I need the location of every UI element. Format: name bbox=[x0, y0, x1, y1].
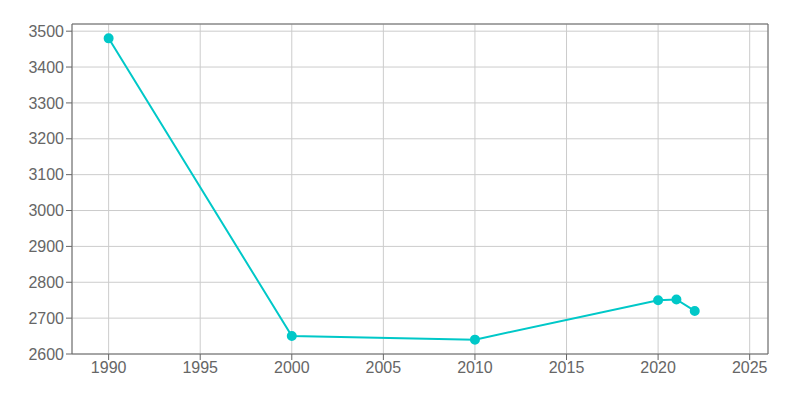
svg-text:3300: 3300 bbox=[28, 95, 64, 112]
svg-text:2700: 2700 bbox=[28, 310, 64, 327]
svg-text:1990: 1990 bbox=[91, 359, 127, 376]
svg-text:2025: 2025 bbox=[732, 359, 768, 376]
svg-text:2020: 2020 bbox=[640, 359, 676, 376]
svg-text:2010: 2010 bbox=[457, 359, 493, 376]
svg-text:2005: 2005 bbox=[366, 359, 402, 376]
svg-text:3000: 3000 bbox=[28, 202, 64, 219]
svg-text:3200: 3200 bbox=[28, 130, 64, 147]
svg-text:2900: 2900 bbox=[28, 238, 64, 255]
svg-text:1995: 1995 bbox=[182, 359, 218, 376]
svg-text:2800: 2800 bbox=[28, 274, 64, 291]
svg-text:2000: 2000 bbox=[274, 359, 310, 376]
svg-text:2600: 2600 bbox=[28, 346, 64, 363]
svg-text:3100: 3100 bbox=[28, 166, 64, 183]
svg-text:3400: 3400 bbox=[28, 59, 64, 76]
svg-text:2015: 2015 bbox=[549, 359, 585, 376]
svg-text:3500: 3500 bbox=[28, 23, 64, 40]
